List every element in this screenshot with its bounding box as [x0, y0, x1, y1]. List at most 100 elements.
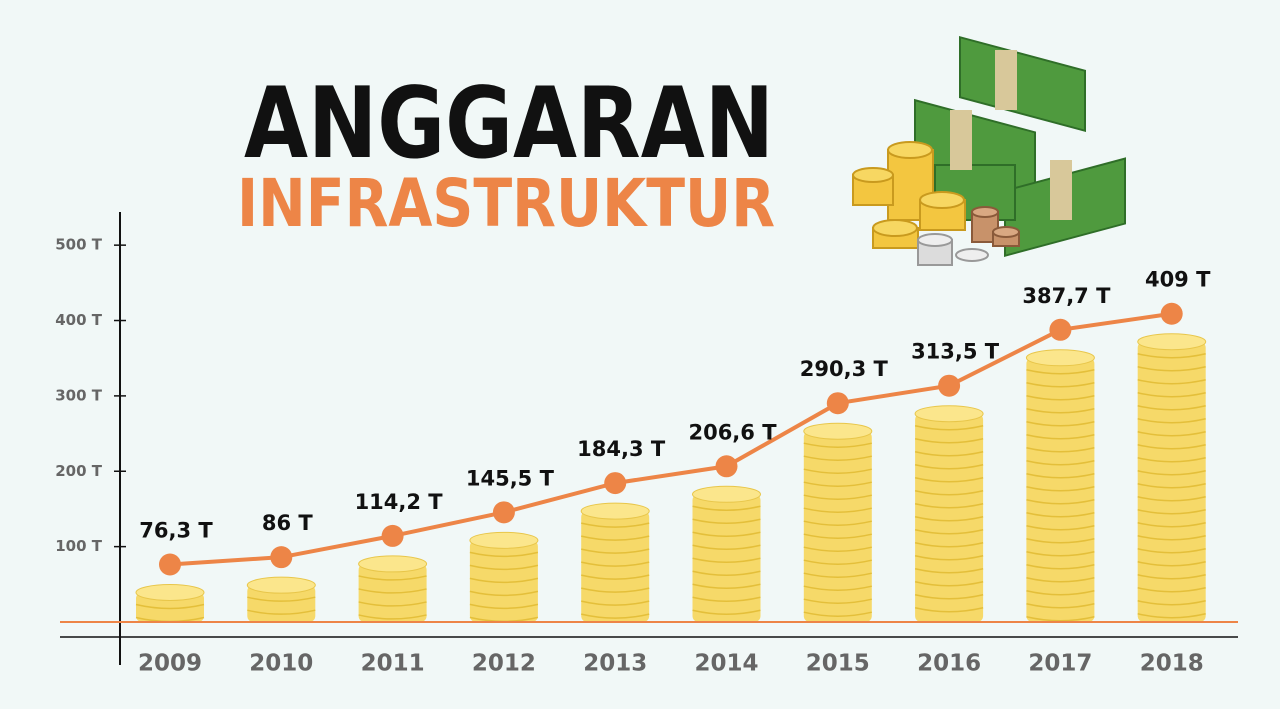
coin-edge	[803, 611, 872, 617]
value-label: 86 T	[262, 511, 314, 535]
coin-edge	[1137, 613, 1206, 619]
point	[604, 472, 627, 495]
coin-edge	[1137, 353, 1206, 359]
coin-edge	[469, 551, 539, 558]
coin-edge	[247, 596, 316, 602]
coin-edge	[469, 577, 539, 584]
coin-edge	[692, 518, 761, 524]
coin-edge	[1026, 408, 1095, 414]
coin-top	[803, 422, 873, 440]
coin-edge	[914, 606, 984, 613]
coin-edge	[1137, 509, 1206, 515]
coin-edge	[1137, 548, 1206, 554]
coin-edge	[581, 561, 650, 567]
coin-edge	[692, 570, 761, 576]
point	[938, 374, 961, 397]
coin-stack	[358, 555, 428, 622]
point	[270, 546, 293, 569]
value-label: 114,2 T	[355, 490, 444, 514]
coin-edge	[914, 554, 984, 561]
coin-edge	[1026, 551, 1095, 557]
coin-edge	[469, 564, 539, 571]
coin-edge	[1026, 395, 1095, 401]
coin-edge	[914, 528, 984, 535]
coin-edge	[1137, 483, 1206, 489]
coin-edge	[803, 507, 872, 513]
x-tick-label: 2015	[806, 651, 870, 677]
x-tick-label: 2012	[472, 651, 536, 677]
coin-top	[1025, 349, 1095, 367]
coin-edge	[692, 505, 761, 511]
coin-stack	[914, 405, 984, 622]
coin-edge	[1026, 434, 1095, 440]
coin-edge	[692, 544, 761, 550]
coin-edge	[914, 593, 984, 600]
coin-edge	[1137, 587, 1206, 593]
coin-bar	[692, 494, 761, 622]
coin-edge	[692, 596, 761, 602]
coin-edge	[358, 575, 427, 581]
coin-stack	[1137, 333, 1207, 622]
value-label: 206,6 T	[688, 420, 777, 444]
point	[1049, 318, 1072, 341]
coin-edge	[803, 598, 872, 604]
point	[492, 501, 515, 524]
coin-edge	[1026, 486, 1095, 492]
value-label: 313,5 T	[911, 340, 1000, 364]
value-label: 290,3 T	[800, 357, 889, 381]
coin-edge	[803, 585, 872, 591]
coin-stack	[135, 583, 205, 623]
x-tick-label: 2017	[1028, 651, 1092, 677]
coin-edge	[1026, 564, 1095, 570]
coin-stack	[469, 531, 539, 623]
coin-edge	[1026, 447, 1095, 453]
coin-stack	[246, 576, 316, 622]
point	[715, 455, 738, 478]
y-tick-label: 500 T	[55, 236, 103, 254]
coin-stack	[580, 502, 650, 622]
coin-edge	[803, 442, 872, 448]
coin-edge	[1026, 473, 1095, 479]
value-label: 409 T	[1145, 268, 1211, 292]
coin-edge	[692, 557, 761, 563]
coin-top	[469, 531, 539, 549]
coin-edge	[358, 601, 427, 607]
coin-edge	[1026, 382, 1095, 388]
value-label: 184,3 T	[577, 437, 666, 461]
coin-edge	[1026, 512, 1095, 518]
coin-edge	[581, 535, 650, 541]
coin-edge	[692, 609, 761, 615]
coin-edge	[1137, 444, 1206, 450]
coin-top	[692, 485, 761, 503]
coin-edge	[914, 450, 984, 457]
coin-edge	[1137, 457, 1206, 463]
coin-top	[914, 405, 984, 423]
coin-edge	[469, 603, 539, 610]
point	[826, 392, 849, 415]
coin-top	[358, 555, 428, 573]
coin-top	[246, 576, 316, 594]
coin-edge	[1026, 603, 1095, 609]
y-tick-label: 100 T	[55, 537, 103, 555]
coin-edge	[914, 567, 984, 574]
coin-edge	[1137, 366, 1206, 372]
coin-edge	[358, 614, 427, 620]
money-illustration	[852, 35, 1126, 266]
x-tick-label: 2009	[138, 651, 202, 677]
coin-edge	[1137, 418, 1206, 424]
coin-edge	[692, 531, 761, 537]
coin-edge	[247, 609, 316, 615]
coin-edge	[1026, 590, 1095, 596]
coin-stack	[803, 422, 873, 622]
coin-edge	[1026, 499, 1095, 505]
coin-edge	[358, 588, 427, 594]
coin-edge	[581, 600, 650, 606]
coin-edge	[803, 481, 872, 487]
coin-bar	[1026, 357, 1095, 622]
coin-edge	[914, 580, 984, 587]
coin-edge	[1137, 600, 1206, 606]
x-tick-label: 2014	[694, 651, 758, 677]
line	[169, 311, 1172, 567]
coin-edge	[1026, 525, 1095, 531]
